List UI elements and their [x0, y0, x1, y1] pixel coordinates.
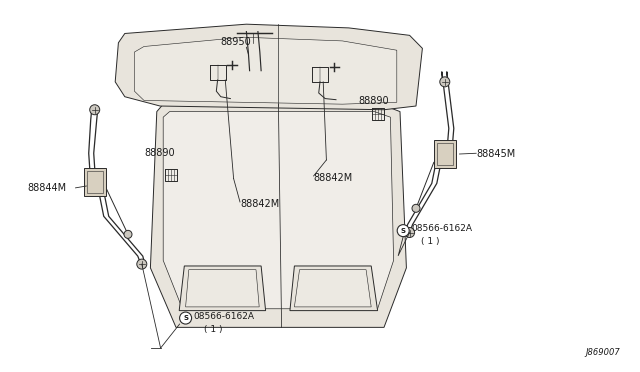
Polygon shape [163, 112, 394, 309]
Text: 08566-6162A: 08566-6162A [193, 312, 255, 321]
Polygon shape [179, 266, 266, 311]
Text: 88950: 88950 [220, 37, 251, 47]
Polygon shape [115, 24, 422, 110]
Text: 08566-6162A: 08566-6162A [412, 224, 472, 233]
Circle shape [137, 259, 147, 269]
Polygon shape [134, 37, 397, 104]
Text: 88844M: 88844M [27, 183, 66, 193]
Bar [434, 140, 456, 169]
Polygon shape [290, 266, 378, 311]
Polygon shape [186, 270, 259, 307]
Text: 88890: 88890 [358, 96, 389, 106]
Circle shape [90, 105, 100, 115]
Circle shape [440, 77, 450, 87]
Circle shape [412, 204, 420, 212]
Text: J869007: J869007 [585, 348, 620, 357]
Bar [87, 171, 102, 193]
Text: 88845M: 88845M [476, 150, 515, 159]
Bar [436, 143, 453, 166]
Polygon shape [294, 270, 371, 307]
Circle shape [124, 230, 132, 238]
Text: 88842M: 88842M [240, 199, 279, 209]
Polygon shape [150, 104, 406, 327]
Bar [84, 168, 106, 196]
Text: 88890: 88890 [144, 148, 175, 157]
Text: ( 1 ): ( 1 ) [204, 324, 222, 334]
Circle shape [180, 312, 191, 324]
Text: ( 1 ): ( 1 ) [421, 237, 440, 246]
Circle shape [404, 228, 415, 237]
Circle shape [397, 225, 409, 237]
Text: 88842M: 88842M [314, 173, 353, 183]
Text: S: S [401, 228, 406, 234]
Text: S: S [183, 315, 188, 321]
